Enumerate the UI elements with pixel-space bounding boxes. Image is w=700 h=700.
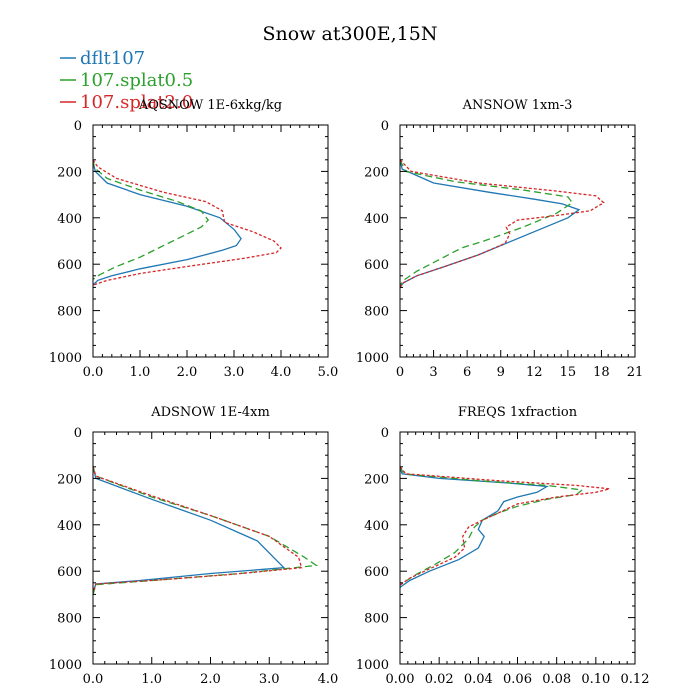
x-tick-label: 1.0 xyxy=(130,365,151,380)
plot-frame xyxy=(399,124,636,358)
chart-panel: AQSNOW 1E-6xkg/kg 0.0 1.0 2.0 3.0 4.0 5.0 0 200 4… xyxy=(49,98,338,380)
series-line-107-splat2-0 xyxy=(400,159,605,288)
y-tick-label: 0 xyxy=(381,426,389,441)
x-tick-label: 1.0 xyxy=(141,672,162,687)
y-tick-label: 600 xyxy=(364,258,389,273)
legend-label: dflt107 xyxy=(80,48,145,69)
series-line-107-splat0-5 xyxy=(400,466,584,586)
y-tick-label: 1000 xyxy=(49,658,82,673)
x-tick-label: 3.0 xyxy=(224,365,245,380)
chart-panel: ANSNOW 1xm-3 0 3 6 9 12 15 18 21 0 200 400 600 800 100… xyxy=(356,98,643,380)
series-line-dflt107 xyxy=(400,466,549,588)
series-line-107-splat2-0 xyxy=(93,466,303,593)
x-tick-label: 2.0 xyxy=(200,672,221,687)
x-tick-label: 0.0 xyxy=(83,365,104,380)
legend-label: 107.splat2.0 xyxy=(80,92,193,113)
y-tick-label: 200 xyxy=(364,472,389,487)
panel-title: ANSNOW 1xm-3 xyxy=(462,98,573,113)
legend-entry: dflt107 xyxy=(60,48,145,69)
y-tick-label: 1000 xyxy=(49,351,82,366)
x-tick-label: 18 xyxy=(593,365,610,380)
x-tick-label: 0.0 xyxy=(83,672,104,687)
y-tick-label: 400 xyxy=(57,212,82,227)
x-tick-label: 12 xyxy=(526,365,543,380)
y-tick-label: 400 xyxy=(364,519,389,534)
x-tick-label: 2.0 xyxy=(177,365,198,380)
y-tick-label: 0 xyxy=(381,119,389,134)
series-line-107-splat0-5 xyxy=(93,466,319,595)
y-tick-label: 800 xyxy=(57,612,82,627)
x-tick-label: 15 xyxy=(560,365,577,380)
series-line-dflt107 xyxy=(400,159,581,288)
legend-label: 107.splat0.5 xyxy=(80,70,193,91)
y-tick-label: 1000 xyxy=(356,351,389,366)
y-tick-label: 600 xyxy=(57,258,82,273)
x-tick-label: 3.0 xyxy=(259,672,280,687)
legend-entry: 107.splat0.5 xyxy=(60,70,193,91)
x-tick-label: 9 xyxy=(497,365,505,380)
series-line-107-splat0-5 xyxy=(93,159,210,280)
x-tick-label: 4.0 xyxy=(318,672,339,687)
panel-title: AQSNOW 1E-6xkg/kg xyxy=(138,98,282,113)
y-tick-label: 400 xyxy=(57,519,82,534)
x-tick-label: 0.08 xyxy=(542,672,571,687)
y-tick-label: 600 xyxy=(364,565,389,580)
x-tick-label: 6 xyxy=(463,365,471,380)
x-tick-label: 5.0 xyxy=(318,365,339,380)
series-line-dflt107 xyxy=(93,159,242,286)
y-tick-label: 1000 xyxy=(356,658,389,673)
panel-title: ADSNOW 1E-4xm xyxy=(150,405,270,420)
series-line-107-splat0-5 xyxy=(400,159,574,286)
panels: AQSNOW 1E-6xkg/kg 0.0 1.0 2.0 3.0 4.0 5.0 0 200 4… xyxy=(49,98,650,687)
y-tick-label: 200 xyxy=(364,165,389,180)
plot-frame xyxy=(92,431,329,665)
x-tick-label: 4.0 xyxy=(271,365,292,380)
legend-entry: 107.splat2.0 xyxy=(60,92,193,113)
y-tick-label: 800 xyxy=(364,612,389,627)
x-tick-label: 0.06 xyxy=(503,672,532,687)
x-tick-label: 0.12 xyxy=(621,672,650,687)
y-tick-label: 400 xyxy=(364,212,389,227)
y-tick-label: 0 xyxy=(74,426,82,441)
x-tick-label: 0.02 xyxy=(425,672,454,687)
x-tick-label: 0 xyxy=(396,365,404,380)
x-tick-label: 0.00 xyxy=(386,672,415,687)
x-tick-label: 0.10 xyxy=(581,672,610,687)
plot-frame xyxy=(92,124,329,358)
x-tick-label: 3 xyxy=(429,365,437,380)
y-tick-label: 0 xyxy=(74,119,82,134)
series-line-107-splat2-0 xyxy=(400,466,610,586)
y-tick-label: 800 xyxy=(364,305,389,320)
y-tick-label: 800 xyxy=(57,305,82,320)
y-tick-label: 200 xyxy=(57,472,82,487)
x-tick-label: 0.04 xyxy=(464,672,493,687)
chart-main-title: Snow at300E,15N xyxy=(263,23,438,45)
y-tick-label: 200 xyxy=(57,165,82,180)
chart-panel: FREQS 1xfraction 0.00 0.02 0.04 0.06 0.08 0.10… xyxy=(356,405,650,687)
y-tick-label: 600 xyxy=(57,565,82,580)
chart-panel: ADSNOW 1E-4xm 0.0 1.0 2.0 3.0 4.0 0 200 400 600 80… xyxy=(49,405,338,687)
series-line-107-splat2-0 xyxy=(93,159,282,286)
panel-title: FREQS 1xfraction xyxy=(458,405,578,420)
plot-frame xyxy=(399,431,636,665)
x-tick-label: 21 xyxy=(627,365,644,380)
